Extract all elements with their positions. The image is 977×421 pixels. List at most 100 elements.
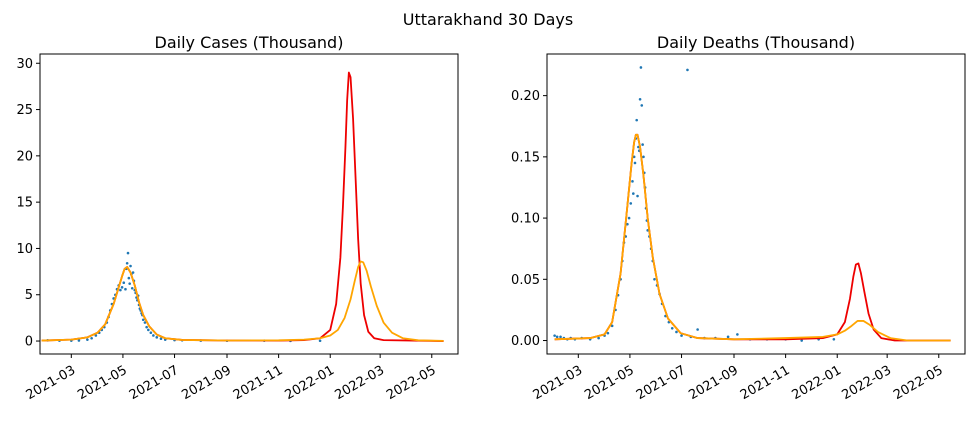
cases-x-tick-label: 2021-09 bbox=[179, 363, 234, 403]
cases-observed-point bbox=[129, 264, 132, 268]
cases-observed-point bbox=[145, 325, 148, 329]
cases-x-tick-label: 2021-03 bbox=[24, 363, 79, 403]
cases-observed-point bbox=[128, 282, 131, 285]
deaths-observed-point bbox=[686, 68, 689, 72]
deaths-chart-frame bbox=[546, 53, 966, 355]
cases-observed-point bbox=[125, 261, 129, 265]
cases-chart-x-axis: 2021-032021-052021-072021-092021-112022-… bbox=[24, 354, 439, 403]
deaths-y-tick-label: 0.00 bbox=[511, 334, 540, 349]
cases-y-tick-label: 20 bbox=[16, 149, 33, 164]
cases-y-tick-label: 25 bbox=[16, 103, 33, 118]
cases-x-tick-label: 2021-05 bbox=[75, 363, 130, 403]
cases-y-tick-label: 0 bbox=[25, 335, 33, 350]
deaths-chart-title: Daily Deaths (Thousand) bbox=[657, 33, 855, 52]
deaths-observed-point bbox=[696, 328, 699, 331]
deaths-observed-point bbox=[633, 161, 637, 165]
cases-observed-point bbox=[152, 334, 155, 337]
cases-chart: Daily Cases (Thousand) 2021-032021-05202… bbox=[16, 33, 459, 403]
deaths-observed-point bbox=[636, 194, 639, 198]
cases-observed-point bbox=[90, 336, 93, 340]
deaths-observed-point bbox=[632, 155, 636, 159]
deaths-observed-point bbox=[559, 335, 562, 339]
deaths-fit-line-orange bbox=[554, 133, 951, 342]
cases-y-tick-label: 30 bbox=[16, 57, 33, 72]
cases-x-tick-label: 2021-07 bbox=[127, 363, 182, 403]
cases-x-tick-label: 2022-03 bbox=[332, 363, 387, 403]
deaths-chart-x-axis: 2021-032021-052021-072021-092021-112022-… bbox=[531, 354, 946, 403]
cases-observed-point bbox=[147, 328, 150, 332]
cases-x-tick-label: 2022-01 bbox=[283, 363, 338, 403]
deaths-chart: Daily Deaths (Thousand) 2021-032021-0520… bbox=[511, 33, 966, 403]
cases-fit-line-orange bbox=[41, 260, 444, 342]
cases-observed-point bbox=[159, 337, 163, 341]
deaths-y-tick-label: 0.05 bbox=[511, 273, 540, 288]
deaths-x-tick-label: 2022-01 bbox=[790, 363, 845, 403]
cases-observed-point bbox=[94, 334, 98, 337]
deaths-x-tick-label: 2022-03 bbox=[839, 363, 894, 403]
deaths-observed-point bbox=[800, 339, 803, 342]
cases-chart-title: Daily Cases (Thousand) bbox=[155, 33, 344, 52]
deaths-x-tick-label: 2021-03 bbox=[531, 363, 586, 403]
deaths-observed-point bbox=[642, 155, 645, 159]
deaths-observed-point bbox=[635, 118, 638, 122]
cases-x-tick-label: 2022-05 bbox=[384, 363, 439, 403]
deaths-y-tick-label: 0.20 bbox=[511, 89, 540, 104]
cases-chart-y-axis: 0 5 10 15 20 25 30 bbox=[16, 57, 40, 350]
deaths-observed-point bbox=[670, 326, 674, 330]
cases-y-tick-label: 15 bbox=[16, 196, 33, 211]
cases-chart-frame bbox=[39, 53, 459, 355]
cases-x-tick-label: 2021-11 bbox=[231, 363, 286, 403]
deaths-x-tick-label: 2022-05 bbox=[891, 363, 946, 403]
cases-observed-point bbox=[77, 339, 81, 342]
deaths-x-tick-label: 2021-05 bbox=[582, 363, 637, 403]
deaths-observed-point bbox=[597, 336, 600, 340]
deaths-x-tick-label: 2021-11 bbox=[738, 363, 793, 403]
deaths-y-tick-label: 0.15 bbox=[511, 150, 540, 165]
cases-y-tick-label: 10 bbox=[16, 242, 33, 257]
deaths-observed-point bbox=[726, 335, 730, 339]
cases-observed-point bbox=[124, 287, 127, 291]
cases-observed-point bbox=[126, 251, 130, 255]
cases-observed-point bbox=[318, 339, 322, 343]
deaths-x-tick-label: 2021-09 bbox=[686, 363, 741, 403]
deaths-observed-point bbox=[640, 104, 644, 107]
deaths-observed-point bbox=[632, 192, 635, 195]
deaths-observed-point bbox=[606, 331, 610, 335]
cases-fit-line-red bbox=[41, 71, 444, 342]
deaths-y-tick-label: 0.10 bbox=[511, 212, 540, 227]
deaths-observed-point bbox=[638, 98, 642, 101]
deaths-observed-point bbox=[639, 66, 643, 69]
cases-observed-point bbox=[86, 338, 89, 341]
deaths-x-tick-label: 2021-07 bbox=[634, 363, 689, 403]
deaths-observed-point bbox=[555, 335, 559, 339]
cases-chart-marks bbox=[41, 71, 444, 343]
deaths-observed-point bbox=[641, 143, 644, 146]
cases-observed-point bbox=[119, 288, 122, 292]
deaths-observed-point bbox=[629, 202, 633, 205]
deaths-chart-y-axis: 0.00 0.05 0.10 0.15 0.20 bbox=[511, 89, 547, 349]
deaths-observed-point bbox=[675, 330, 678, 334]
cases-observed-point bbox=[141, 318, 145, 322]
deaths-observed-point bbox=[626, 222, 629, 226]
cases-y-tick-label: 5 bbox=[25, 288, 33, 303]
cases-observed-point bbox=[143, 321, 147, 324]
cases-observed-point bbox=[127, 276, 131, 280]
cases-observed-point bbox=[131, 271, 135, 274]
deaths-observed-point bbox=[553, 334, 556, 337]
figure-suptitle: Uttarakhand 30 Days bbox=[403, 10, 573, 29]
cases-observed-point bbox=[155, 336, 159, 339]
deaths-observed-point bbox=[631, 180, 634, 183]
deaths-observed-point bbox=[680, 334, 683, 337]
cases-observed-point bbox=[149, 331, 153, 335]
deaths-observed-point bbox=[627, 216, 631, 220]
deaths-observed-point bbox=[832, 338, 836, 341]
deaths-observed-point bbox=[610, 324, 614, 328]
cases-observed-point bbox=[130, 286, 134, 290]
deaths-observed-point bbox=[653, 278, 656, 281]
cases-observed-point bbox=[122, 281, 126, 285]
deaths-observed-point bbox=[736, 333, 739, 336]
cases-observed-point bbox=[120, 286, 124, 289]
deaths-chart-marks bbox=[553, 66, 951, 342]
